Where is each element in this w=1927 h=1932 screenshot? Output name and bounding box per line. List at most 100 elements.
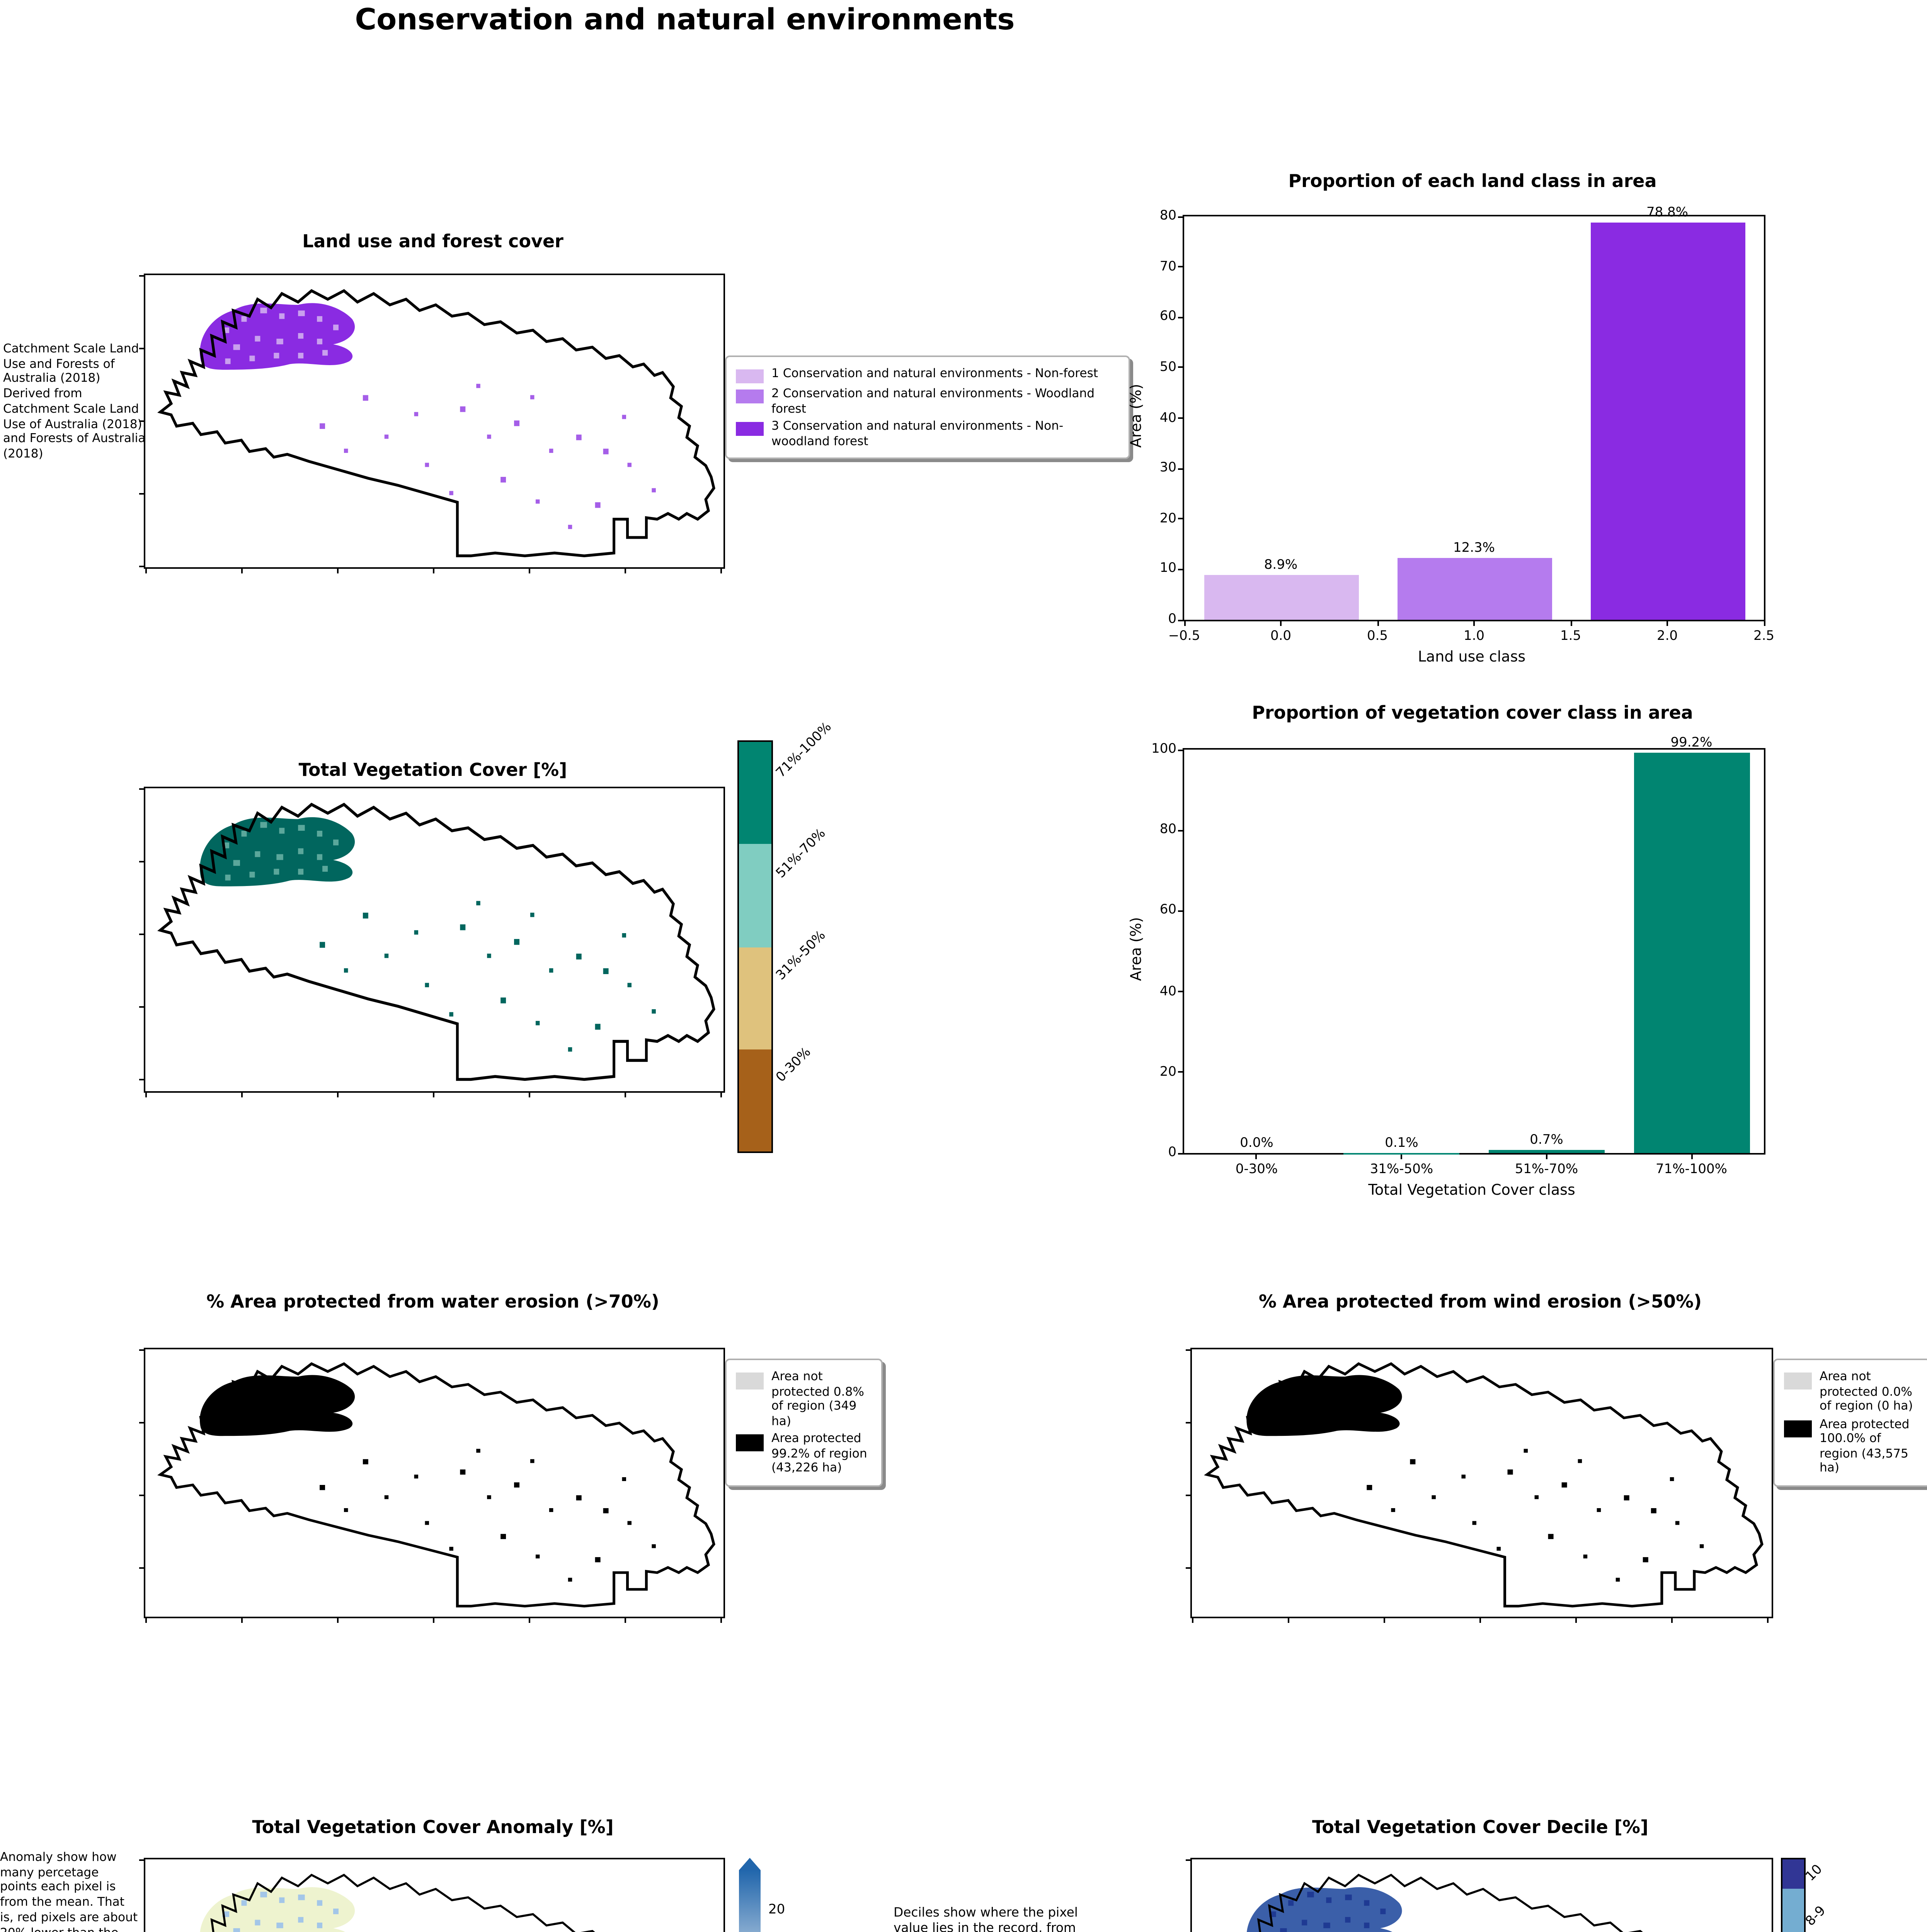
veg-cover-map-canvas xyxy=(147,790,722,1090)
colorbar-segment xyxy=(1782,1859,1804,1889)
tickmark xyxy=(1256,1153,1258,1159)
anomaly-map-canvas xyxy=(147,1861,722,1932)
ticklabel: 0.5 xyxy=(1367,629,1388,645)
ticklabel: 1.5 xyxy=(1560,629,1581,645)
tickmark xyxy=(1401,1153,1403,1159)
tickmark xyxy=(1178,1152,1184,1154)
ticklabel: 0.0 xyxy=(1270,629,1292,645)
ticklabel: 2.5 xyxy=(1753,629,1775,645)
land-use-legend: 1 Conservation and natural environments … xyxy=(725,355,1130,459)
water-erosion-map xyxy=(139,1348,725,1623)
veg-class-ylabel: Area (%) xyxy=(1129,917,1146,981)
ticklabel: 80 xyxy=(1159,209,1176,224)
legend-label: 1 Conservation and natural environments … xyxy=(771,366,1098,380)
ticklabel: 2.0 xyxy=(1656,629,1678,645)
land-use-map-canvas xyxy=(147,277,722,566)
barlabel: 0.7% xyxy=(1530,1133,1563,1149)
ticklabel: 60 xyxy=(1159,903,1176,919)
ticklabel: 71%-100% xyxy=(1655,1162,1727,1178)
legend-label: Area protected 100.0% of region (43,575 … xyxy=(1820,1417,1910,1475)
anomaly-note: Anomaly show how many percetage points e… xyxy=(0,1850,138,1932)
ticklabel: 50 xyxy=(1159,360,1176,376)
legend-label: 3 Conservation and natural environments … xyxy=(771,419,1064,447)
land-class-ylabel: Area (%) xyxy=(1129,384,1146,448)
barlabel: 0.1% xyxy=(1385,1135,1418,1151)
tickmark xyxy=(1280,620,1282,626)
ticklabel: −0.5 xyxy=(1168,629,1200,645)
tickmark xyxy=(1546,1153,1547,1159)
colorbar-label: 0-30% xyxy=(773,1045,815,1086)
tickmark xyxy=(1178,468,1184,469)
land-use-map-title: Land use and forest cover xyxy=(302,230,563,252)
ticklabel: 0 xyxy=(1168,1145,1176,1161)
bar xyxy=(1204,575,1358,620)
colorbar-segment xyxy=(1782,1888,1804,1932)
barlabel: 99.2% xyxy=(1670,736,1713,752)
anomaly-colorbar xyxy=(739,1870,761,1932)
land-class-plot-area: 0 10 20 30 40 50 60 70 80 −0.5 0.0 0.5 1.0 1.5 2.0 2.5 8… xyxy=(1160,206,1774,645)
tickmark xyxy=(1178,417,1184,419)
legend-label: Area not protected 0.0% of region (0 ha) xyxy=(1820,1369,1913,1413)
ticklabel: 20 xyxy=(1159,511,1176,527)
bar xyxy=(1633,753,1750,1153)
tickmark xyxy=(1570,620,1571,626)
ticklabel: 80 xyxy=(1159,822,1176,838)
land-class-chart-title: Proportion of each land class in area xyxy=(1288,170,1657,192)
land-use-note: Catchment Scale Land Use and Forests of … xyxy=(3,342,146,461)
veg-cover-colorbar xyxy=(737,740,773,1153)
ticklabel: 70 xyxy=(1159,259,1176,275)
water-erosion-legend: Area not protected 0.8% of region (349 h… xyxy=(725,1359,883,1486)
wind-erosion-legend: Area not protected 0.0% of region (0 ha)… xyxy=(1773,1359,1927,1486)
tickmark xyxy=(1178,316,1184,318)
barlabel: 8.9% xyxy=(1264,558,1298,573)
tickmark xyxy=(1178,367,1184,369)
veg-cover-map-title: Total Vegetation Cover [%] xyxy=(298,759,567,781)
page-title: Conservation and natural environments xyxy=(355,3,1015,37)
ticklabel: 100 xyxy=(1151,742,1176,757)
wind-erosion-map xyxy=(1186,1348,1773,1623)
water-erosion-map-canvas xyxy=(147,1351,722,1615)
bar xyxy=(1488,1150,1605,1153)
tickmark xyxy=(1178,991,1184,993)
veg-cover-map xyxy=(139,787,725,1097)
wind-erosion-map-canvas xyxy=(1193,1351,1770,1615)
legend-label: Area not protected 0.8% of region (349 h… xyxy=(771,1369,864,1427)
water-erosion-map-title: % Area protected from water erosion (>70… xyxy=(206,1291,659,1312)
legend-swatch xyxy=(1784,1372,1812,1389)
tickmark xyxy=(1178,266,1184,268)
bar xyxy=(1397,558,1551,620)
decile-map-canvas xyxy=(1193,1861,1770,1932)
tickmark xyxy=(1178,216,1184,217)
tickmark xyxy=(1178,829,1184,831)
legend-swatch xyxy=(736,1434,764,1451)
ticklabel: 1.0 xyxy=(1463,629,1485,645)
ticklabel: 20 xyxy=(1159,1065,1176,1080)
colorbar-label: 71%-100% xyxy=(773,719,836,782)
ticklabel: 51%-70% xyxy=(1515,1162,1578,1178)
tickmark xyxy=(1178,568,1184,570)
legend-swatch xyxy=(1784,1420,1812,1437)
tickmark xyxy=(1763,620,1765,626)
legend-item: Area protected 99.2% of region (43,226 h… xyxy=(736,1431,872,1475)
anomaly-cbar-tick: 20 xyxy=(768,1903,785,1918)
legend-swatch xyxy=(736,369,764,383)
barlabel: 0.0% xyxy=(1240,1136,1273,1151)
legend-label: 2 Conservation and natural environments … xyxy=(771,386,1095,415)
tickmark xyxy=(1178,749,1184,750)
anomaly-map-title: Total Vegetation Cover Anomaly [%] xyxy=(252,1816,614,1838)
colorbar-label: 8-9 xyxy=(1803,1903,1830,1930)
ticklabel: 0-30% xyxy=(1235,1162,1278,1178)
colorbar-label: 51%-70% xyxy=(773,826,829,882)
barlabel: 78.8% xyxy=(1646,205,1688,221)
ticklabel: 30 xyxy=(1159,461,1176,476)
legend-item: 3 Conservation and natural environments … xyxy=(736,419,1119,448)
bar xyxy=(1590,222,1745,620)
tickmark xyxy=(1183,620,1185,626)
colorbar-label: 31%-50% xyxy=(773,928,829,984)
veg-class-chart-title: Proportion of vegetation cover class in … xyxy=(1252,702,1693,723)
legend-swatch xyxy=(736,1372,764,1389)
tickmark xyxy=(1377,620,1378,626)
tickmark xyxy=(1178,518,1184,520)
ticklabel: 60 xyxy=(1159,310,1176,325)
